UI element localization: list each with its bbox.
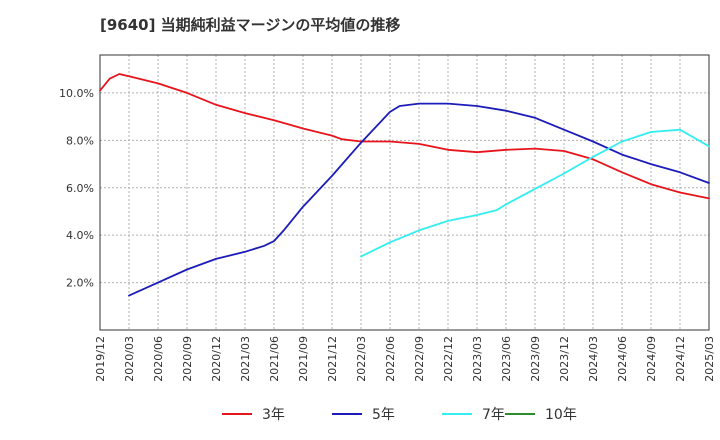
y-tick-label: 6.0% — [66, 182, 94, 195]
x-tick-label: 2019/12 — [94, 336, 107, 382]
y-tick-label: 4.0% — [66, 229, 94, 242]
x-tick-label: 2022/03 — [355, 336, 368, 382]
legend-label: 5年 — [372, 407, 395, 423]
x-tick-label: 2025/03 — [703, 336, 716, 382]
x-tick-label: 2021/09 — [297, 336, 310, 382]
x-tick-label: 2020/12 — [210, 336, 223, 382]
legend: 3年 5年 7年 10年 — [222, 407, 577, 423]
plot-frame — [99, 54, 710, 331]
series-line — [360, 128, 710, 258]
x-tick-label: 2022/06 — [384, 336, 397, 382]
x-tick-label: 2021/06 — [268, 336, 281, 382]
x-tick-label: 2024/06 — [616, 336, 629, 382]
x-axis: 2019/12 2020/03 2020/06 2020/09 2020/12 2021/… — [94, 336, 716, 382]
x-tick-label: 2022/12 — [442, 336, 455, 382]
x-tick-label: 2024/09 — [645, 336, 658, 382]
x-tick-label: 2024/03 — [587, 336, 600, 382]
legend-label: 10年 — [545, 407, 577, 423]
grid — [100, 55, 709, 330]
x-tick-label: 2023/06 — [500, 336, 513, 382]
x-tick-label: 2024/12 — [674, 336, 687, 382]
x-tick-label: 2020/09 — [181, 336, 194, 382]
y-tick-label: 8.0% — [66, 134, 94, 147]
y-tick-label: 10.0% — [59, 87, 94, 100]
x-tick-label: 2023/12 — [558, 336, 571, 382]
chart-title: [9640] 当期純利益マージンの平均値の推移 — [100, 16, 400, 34]
legend-label: 7年 — [482, 407, 505, 423]
y-tick-label: 2.0% — [66, 277, 94, 290]
y-axis: 2.0% 4.0% 6.0% 8.0% 10.0% — [59, 87, 94, 290]
x-tick-label: 2020/06 — [152, 336, 165, 382]
series-layer — [99, 73, 710, 297]
legend-label: 3年 — [262, 407, 285, 423]
x-tick-label: 2023/09 — [529, 336, 542, 382]
x-tick-label: 2022/09 — [413, 336, 426, 382]
series-line — [128, 102, 710, 297]
x-tick-label: 2020/03 — [123, 336, 136, 382]
x-tick-label: 2023/03 — [471, 336, 484, 382]
x-tick-label: 2021/12 — [326, 336, 339, 382]
x-tick-label: 2021/03 — [239, 336, 252, 382]
